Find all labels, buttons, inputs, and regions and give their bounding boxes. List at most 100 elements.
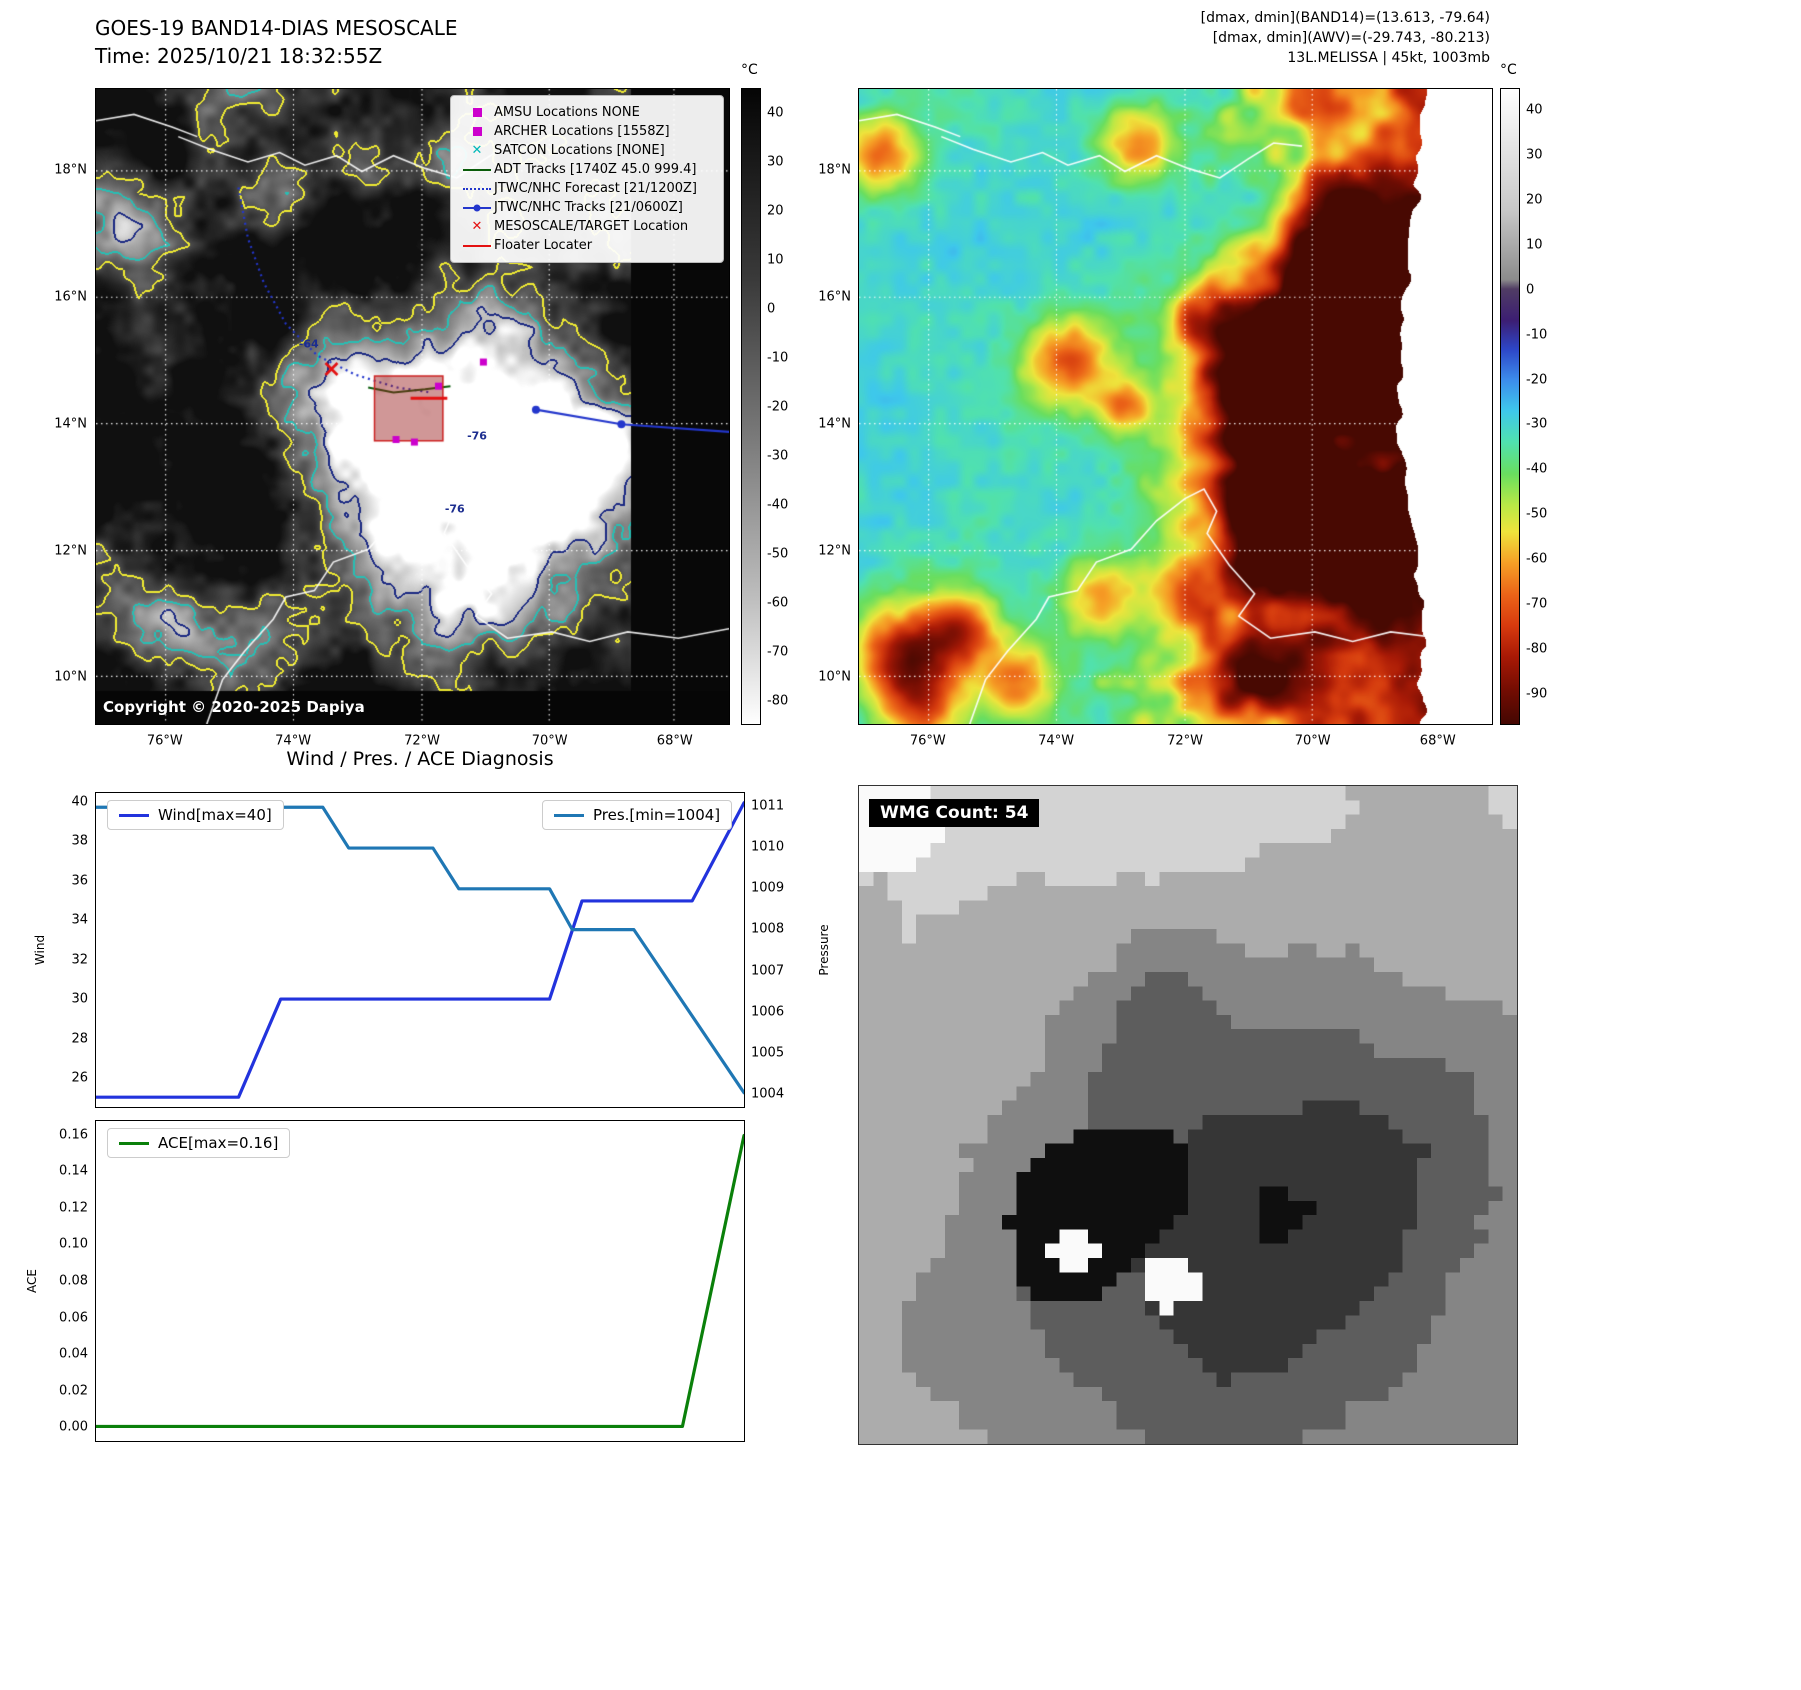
y-tick-label: 14°N xyxy=(818,416,851,432)
legend-item-label: MESOSCALE/TARGET Location xyxy=(494,219,689,234)
y-tick-label: 0.08 xyxy=(59,1273,88,1289)
legend-marker-x: ✕ xyxy=(460,220,494,233)
band14-map: AMSU Locations NONE ARCHER Locations [155… xyxy=(95,88,730,725)
band14-colorbar-unit: °C xyxy=(741,62,758,78)
legend-item-label: AMSU Locations NONE xyxy=(494,105,640,120)
awv-colorbar-unit: °C xyxy=(1500,62,1517,78)
y-tick-label: 0.06 xyxy=(59,1310,88,1326)
legend-marker-glyph xyxy=(463,168,491,171)
legend-item-label: JTWC/NHC Tracks [21/0600Z] xyxy=(494,200,683,215)
colorbar-tick-label: -30 xyxy=(1526,416,1548,432)
y-tick-label: 1006 xyxy=(751,1004,785,1020)
legend-marker-glyph xyxy=(472,108,482,117)
copyright-text: Copyright © 2020-2025 Dapiya xyxy=(103,698,365,716)
wind-axis-label: Wind xyxy=(33,934,47,966)
colorbar-tick-label: -20 xyxy=(767,399,789,414)
legend-marker-line xyxy=(460,168,494,171)
y-tick-label: 0.04 xyxy=(59,1346,88,1362)
legend-item: JTWC/NHC Forecast [21/1200Z] xyxy=(460,179,714,198)
y-tick-label: 0.12 xyxy=(59,1200,88,1216)
y-tick-label: 10°N xyxy=(54,669,87,685)
wmg-image xyxy=(859,786,1517,1444)
legend-item: JTWC/NHC Tracks [21/0600Z] xyxy=(460,198,714,217)
y-tick-label: 16°N xyxy=(818,289,851,305)
y-tick-label: 0.00 xyxy=(59,1419,88,1435)
y-tick-label: 12°N xyxy=(54,543,87,559)
diagnosis-title: Wind / Pres. / ACE Diagnosis xyxy=(286,748,554,770)
x-tick-label: 68°W xyxy=(656,733,693,749)
wind-legend-line xyxy=(119,813,149,817)
y-tick-label: 14°N xyxy=(54,416,87,432)
ace-axis-label: ACE xyxy=(25,1269,39,1293)
colorbar-tick-label: 20 xyxy=(1526,192,1543,208)
y-tick-label: 12°N xyxy=(818,543,851,559)
legend-marker-dot xyxy=(473,204,481,211)
legend-item: ✕ SATCON Locations [NONE] xyxy=(460,141,714,160)
wind-legend: Wind[max=40] xyxy=(107,800,284,830)
legend-marker-square xyxy=(460,108,494,117)
legend-item: ARCHER Locations [1558Z] xyxy=(460,122,714,141)
band14-colorbar xyxy=(741,88,761,725)
y-tick-label: 32 xyxy=(71,952,88,968)
legend-marker-glyph xyxy=(463,187,491,190)
colorbar-tick-label: -40 xyxy=(767,497,789,512)
y-tick-label: 16°N xyxy=(54,289,87,305)
colorbar-tick-label: -90 xyxy=(1526,686,1548,702)
y-tick-label: 28 xyxy=(71,1031,88,1047)
x-tick-label: 76°W xyxy=(909,733,946,749)
y-tick-label: 1008 xyxy=(751,921,785,937)
series-pres-min-1004- xyxy=(96,805,744,1095)
ace-legend: ACE[max=0.16] xyxy=(107,1128,291,1158)
y-tick-label: 34 xyxy=(71,912,88,928)
wmg-panel: WMG Count: 54 xyxy=(858,785,1518,1445)
legend-item-label: SATCON Locations [NONE] xyxy=(494,143,665,158)
x-tick-label: 70°W xyxy=(531,733,568,749)
colorbar-tick-label: 10 xyxy=(1526,237,1543,253)
legend-item-label: JTWC/NHC Forecast [21/1200Z] xyxy=(494,181,697,196)
colorbar-tick-label: -40 xyxy=(1526,461,1548,477)
x-tick-label: 76°W xyxy=(146,733,183,749)
y-tick-label: 18°N xyxy=(54,162,87,178)
y-tick-label: 30 xyxy=(71,991,88,1007)
legend-item-label: Floater Locater xyxy=(494,238,593,253)
colorbar-tick-label: -80 xyxy=(1526,641,1548,657)
colorbar-tick-label: 30 xyxy=(767,154,784,169)
colorbar-tick-label: -10 xyxy=(1526,327,1548,343)
legend-item: AMSU Locations NONE xyxy=(460,103,714,122)
x-tick-label: 72°W xyxy=(1167,733,1203,749)
y-tick-label: 1005 xyxy=(751,1045,785,1061)
storm-info-text: 13L.MELISSA | 45kt, 1003mb xyxy=(1287,50,1490,66)
legend-item-label: ADT Tracks [1740Z 45.0 999.4] xyxy=(494,162,697,177)
band14-legend: AMSU Locations NONE ARCHER Locations [155… xyxy=(450,95,724,263)
y-tick-label: 0.10 xyxy=(59,1236,88,1252)
legend-marker-line xyxy=(460,244,494,247)
y-tick-label: 18°N xyxy=(818,162,851,178)
colorbar-tick-label: 0 xyxy=(1526,282,1535,298)
colorbar-tick-label: 40 xyxy=(1526,102,1543,118)
y-tick-label: 36 xyxy=(71,873,88,889)
legend-item-label: ARCHER Locations [1558Z] xyxy=(494,124,670,139)
legend-marker-glyph: ✕ xyxy=(471,219,483,234)
y-tick-label: 40 xyxy=(71,794,88,810)
x-tick-label: 72°W xyxy=(404,733,440,749)
legend-marker-dotted-line xyxy=(460,187,494,190)
legend-marker-line-dot xyxy=(460,204,494,211)
contour-label: -76 xyxy=(444,502,465,516)
aceplot-svg xyxy=(96,1133,744,1429)
y-tick-label: 1007 xyxy=(751,963,785,979)
legend-item: ADT Tracks [1740Z 45.0 999.4] xyxy=(460,160,714,179)
colorbar-tick-label: -60 xyxy=(767,595,789,610)
y-tick-label: 38 xyxy=(71,833,88,849)
colorbar-tick-label: -20 xyxy=(1526,372,1548,388)
ace-legend-line xyxy=(119,1141,149,1145)
dmax-dmin-band14-text: [dmax, dmin](BAND14)=(13.613, -79.64) xyxy=(1200,10,1490,26)
awv-satellite-image xyxy=(859,89,1492,724)
band14-title: GOES-19 BAND14-DIAS MESOSCALE xyxy=(95,16,458,40)
colorbar-tick-label: -70 xyxy=(767,644,789,659)
legend-item: ✕ MESOSCALE/TARGET Location xyxy=(460,217,714,236)
colorbar-tick-label: 10 xyxy=(767,252,784,267)
colorbar-tick-label: -30 xyxy=(767,448,789,463)
contour-label: -64 xyxy=(298,337,319,351)
wmg-count-label: WMG Count: 54 xyxy=(869,799,1040,827)
